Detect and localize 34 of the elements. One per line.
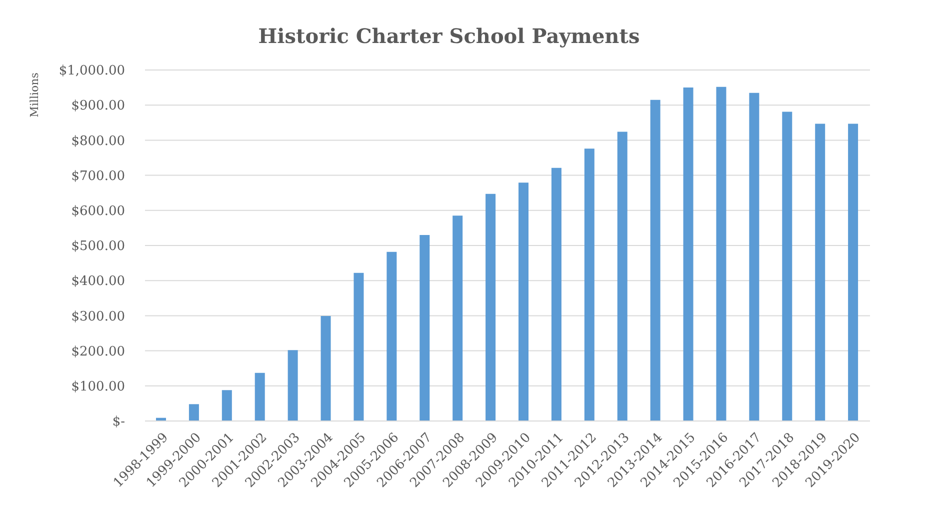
bar (188, 404, 199, 421)
bar (354, 272, 364, 421)
y-tick-label: $800.00 (71, 134, 125, 149)
y-tick-label: $600.00 (71, 204, 125, 220)
y-tick-label: $500.00 (71, 239, 125, 254)
y-tick-label: $100.00 (71, 380, 125, 395)
bar (749, 92, 760, 421)
bar (452, 216, 463, 421)
bar (617, 132, 628, 421)
chart-title: Historic Charter School Payments (257, 24, 641, 48)
bar (650, 100, 660, 421)
y-tick-label: $900.00 (71, 98, 125, 114)
bar (848, 124, 858, 421)
bar (254, 372, 265, 421)
bar (716, 86, 726, 421)
bar (518, 182, 528, 421)
bar (386, 252, 397, 421)
bar (288, 350, 298, 421)
y-tick-label: $1,000.00 (58, 64, 125, 79)
bar (551, 168, 562, 421)
y-tick-label: $300.00 (71, 309, 125, 324)
bar (683, 88, 694, 421)
y-tick-label: $200.00 (71, 344, 125, 360)
bar (320, 316, 331, 421)
y-tick-label: $- (112, 414, 125, 430)
bar (486, 194, 496, 421)
y-tick-label: $400.00 (71, 274, 125, 290)
bar (782, 112, 792, 421)
bar (420, 234, 430, 421)
y-axis-title: Millions (28, 72, 41, 118)
bar (584, 148, 594, 421)
bar (222, 390, 232, 421)
y-tick-label: $700.00 (71, 168, 125, 184)
bar (815, 124, 826, 421)
